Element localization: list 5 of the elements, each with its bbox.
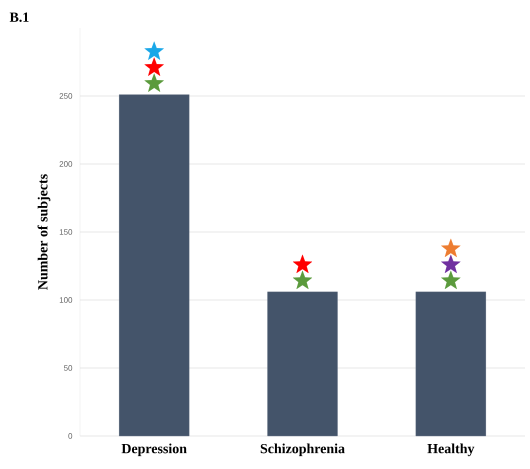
chart-title: B.1 — [10, 12, 29, 22]
y-axis-title: Number of subjects — [38, 174, 50, 290]
x-tick-label: Healthy — [427, 443, 474, 456]
x-tick-label: Schizophrenia — [260, 443, 345, 456]
x-tick-label: Depression — [122, 443, 187, 456]
